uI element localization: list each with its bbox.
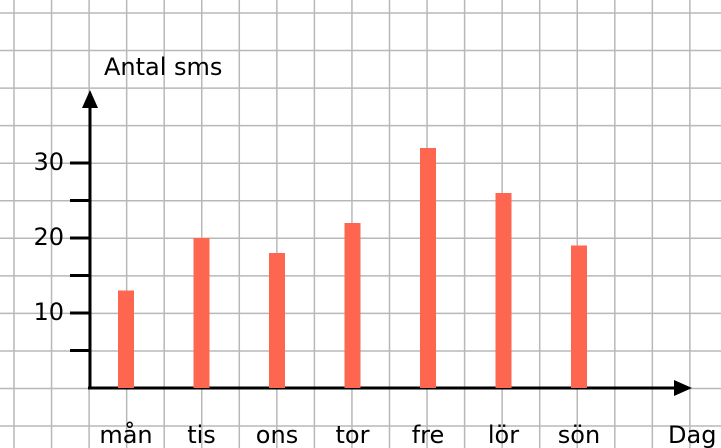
bar xyxy=(495,193,512,388)
x-tick-label: sön xyxy=(558,421,600,448)
y-axis-arrow xyxy=(82,90,98,108)
x-axis-label: Dag xyxy=(668,421,716,448)
x-tick-label: lör xyxy=(488,421,519,448)
bar xyxy=(344,223,361,388)
bar xyxy=(118,290,134,388)
x-tick-label: mån xyxy=(99,420,152,448)
bar xyxy=(571,245,587,388)
y-axis-label: Antal sms xyxy=(104,53,222,81)
x-tick-label: fre xyxy=(412,421,445,448)
x-tick-label: ons xyxy=(256,421,298,448)
x-tick-label: tor xyxy=(336,421,370,448)
bar xyxy=(420,148,436,388)
y-tick-label: 20 xyxy=(33,223,64,251)
bar xyxy=(193,238,210,388)
x-axis-arrow xyxy=(674,380,692,396)
y-tick-label: 30 xyxy=(33,148,64,176)
y-tick-label: 10 xyxy=(33,298,64,326)
x-tick-label: tis xyxy=(187,421,216,448)
bar xyxy=(269,253,285,388)
